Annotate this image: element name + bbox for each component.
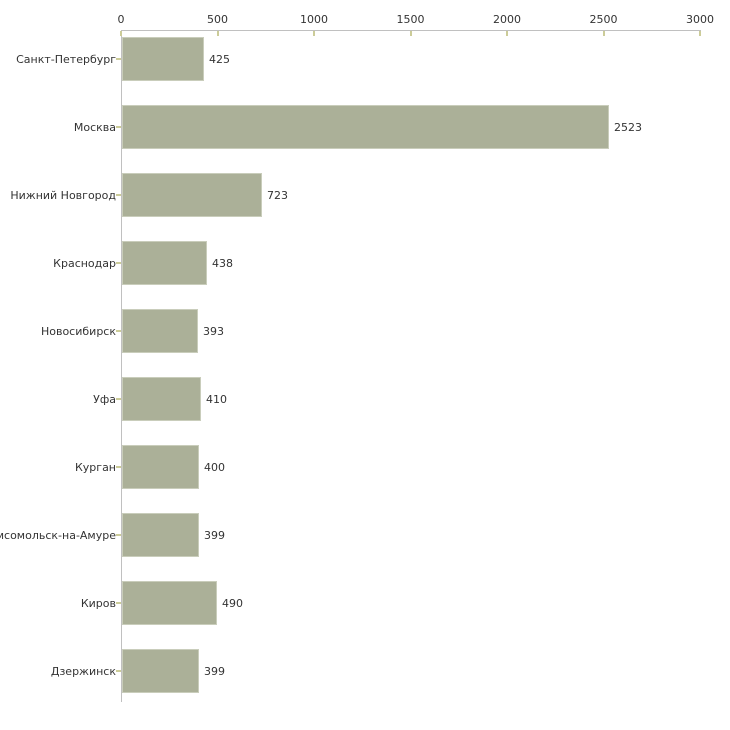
category-tick-mark	[116, 602, 121, 604]
value-label: 399	[204, 664, 225, 678]
bar	[122, 37, 204, 81]
x-axis-tick-label: 3000	[686, 13, 714, 26]
x-axis-tick-label: 500	[207, 13, 228, 26]
chart-row: Новосибирск 393	[0, 302, 730, 370]
x-axis-tick-label: 2500	[589, 13, 618, 26]
value-label: 425	[209, 52, 230, 66]
x-axis-line	[121, 30, 701, 31]
x-axis-tick-mark	[216, 31, 219, 36]
x-axis-tick-label: 2000	[493, 13, 521, 26]
bar	[122, 241, 207, 285]
chart-row: Дзержинск 399	[0, 642, 730, 710]
bar	[122, 309, 198, 353]
value-label: 410	[206, 392, 227, 406]
bar	[122, 513, 199, 557]
bar	[122, 377, 201, 421]
category-label: Комсомольск-на-Амуре	[0, 528, 116, 542]
value-label: 490	[222, 596, 243, 610]
bar	[122, 649, 199, 693]
x-axis-tick-label: 1000	[300, 13, 328, 26]
category-label: Москва	[73, 120, 116, 134]
category-tick-mark	[116, 194, 121, 196]
x-axis-tick-mark	[313, 31, 315, 36]
category-label: Дзержинск	[50, 664, 116, 678]
x-axis-tick-label: 1500	[396, 13, 425, 26]
chart-row: Комсомольск-на-Амуре 399	[0, 506, 730, 574]
bar	[122, 105, 609, 149]
x-axis-tick-mark	[602, 31, 605, 36]
category-tick-mark	[116, 58, 121, 60]
category-tick-mark	[116, 126, 121, 128]
category-label: Краснодар	[53, 256, 116, 270]
chart-row: Киров 490	[0, 574, 730, 642]
category-label: Санкт-Петербург	[16, 52, 116, 66]
bar	[122, 581, 217, 625]
value-label: 393	[203, 324, 224, 338]
x-axis-tick-label: 0	[117, 13, 125, 26]
category-tick-mark	[116, 670, 121, 672]
chart-row: Краснодар 438	[0, 234, 730, 302]
x-axis-tick-mark	[506, 31, 508, 36]
value-label: 2523	[614, 120, 642, 134]
bar	[122, 445, 199, 489]
category-tick-mark	[116, 262, 121, 264]
category-tick-mark	[116, 534, 121, 536]
value-label: 400	[204, 460, 225, 474]
x-axis-tick-mark	[409, 31, 412, 36]
chart-row: Москва 2523	[0, 98, 730, 166]
category-label: Нижний Новгород	[10, 188, 116, 202]
y-axis-line	[121, 30, 122, 702]
category-label: Новосибирск	[40, 324, 116, 338]
category-tick-mark	[116, 466, 121, 468]
category-tick-mark	[116, 398, 121, 400]
category-label: Уфа	[93, 392, 116, 406]
bar	[122, 173, 262, 217]
chart-row: Курган 400	[0, 438, 730, 506]
value-label: 399	[204, 528, 225, 542]
chart-row: Уфа 410	[0, 370, 730, 438]
value-label: 438	[212, 256, 233, 270]
category-label: Киров	[80, 596, 116, 610]
x-axis-tick-mark	[120, 31, 122, 36]
category-label: Курган	[74, 460, 116, 474]
chart-row: Нижний Новгород 723	[0, 166, 730, 234]
value-label: 723	[267, 188, 288, 202]
chart-row: Санкт-Петербург 425	[0, 30, 730, 98]
x-axis-tick-mark	[699, 31, 701, 36]
category-tick-mark	[116, 330, 121, 332]
